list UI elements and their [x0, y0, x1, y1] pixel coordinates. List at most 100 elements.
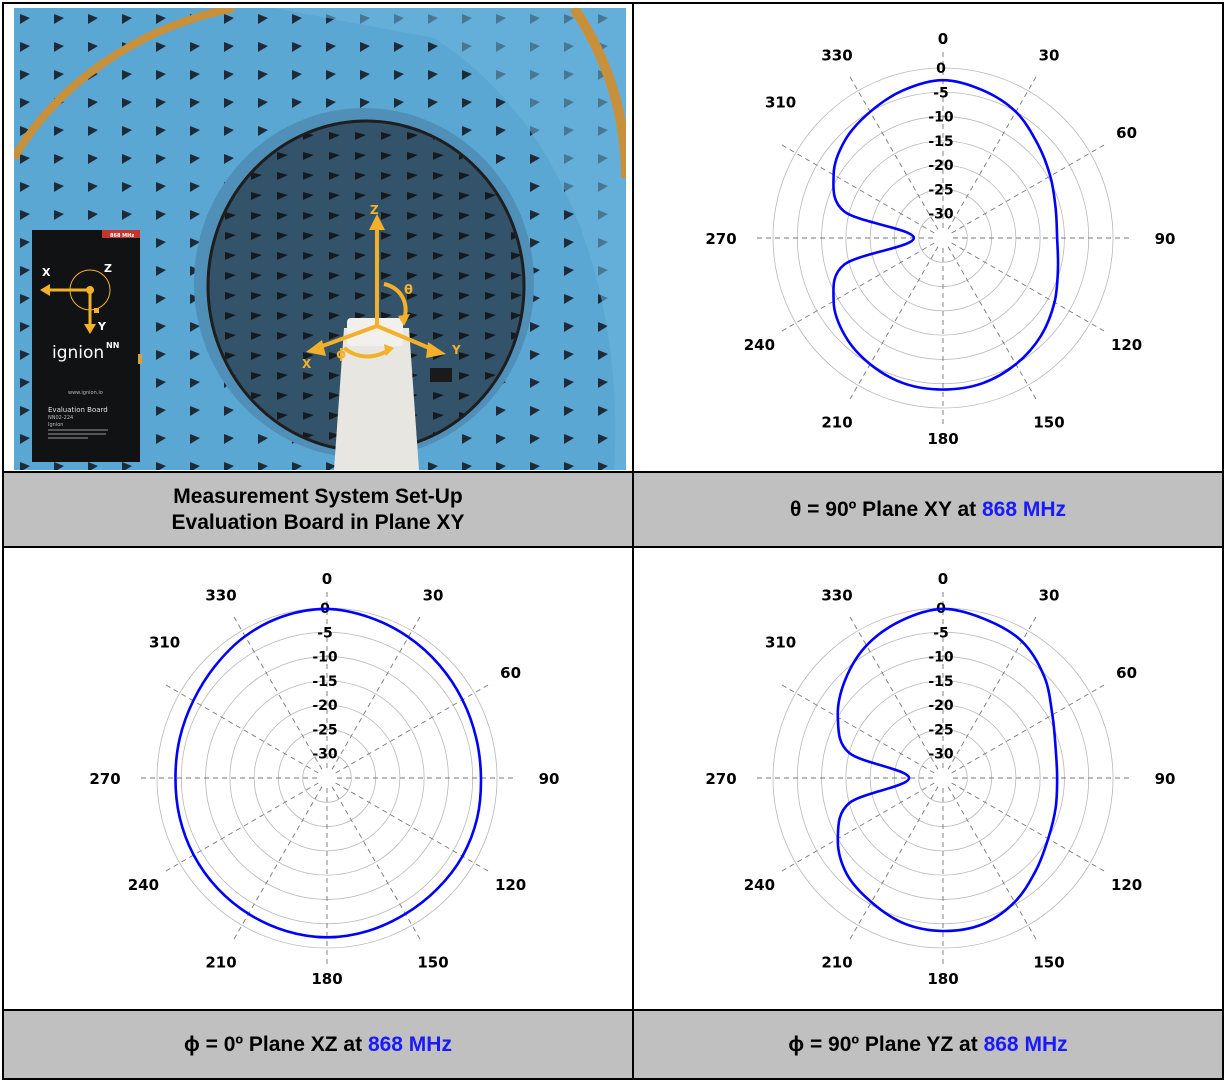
board-company: Ignion — [48, 422, 63, 428]
radial-tick-label: -10 — [312, 650, 338, 666]
polar-spoke — [163, 683, 319, 774]
radial-tick-label: -20 — [312, 698, 338, 714]
angle-tick-label: 180 — [927, 430, 958, 448]
angle-tick-label: 30 — [1039, 586, 1060, 604]
polar-ring — [894, 189, 992, 287]
measurement-setup-photo: Z Y X θ ϕ 868 MHz X Z Y ignion NN www.ig… — [14, 8, 626, 470]
polar-spoke — [951, 242, 1107, 333]
angle-tick-label: 330 — [205, 586, 236, 604]
angle-tick-label: 30 — [423, 586, 444, 604]
polar-ring — [869, 704, 1017, 852]
photo-z-axis-label: Z — [370, 203, 379, 217]
caption-setup: Measurement System Set-Up Evaluation Boa… — [4, 473, 632, 546]
caption-yz: ϕ = 90º Plane YZ at 868 MHz — [634, 1011, 1222, 1078]
board-website: www.ignion.io — [68, 390, 103, 396]
angle-tick-label: 240 — [128, 876, 159, 894]
polar-spoke — [779, 242, 935, 333]
angle-tick-label: 150 — [417, 954, 448, 972]
angle-tick-label: 180 — [927, 970, 958, 988]
radial-tick-label: -30 — [928, 747, 954, 763]
polar-spoke — [951, 143, 1107, 234]
polar-chart-xz: 03060901201501802102402703103300-5-10-15… — [89, 570, 560, 988]
radial-tick-label: -30 — [312, 747, 338, 763]
board-z-label: Z — [104, 262, 112, 275]
angle-tick-label: 210 — [205, 954, 236, 972]
radial-tick-label: -15 — [312, 674, 337, 690]
table-divider-row1 — [2, 471, 1224, 473]
radial-tick-label: -15 — [928, 674, 953, 690]
radiation-pattern-trace — [174, 607, 483, 939]
radial-tick-label: -5 — [933, 625, 949, 641]
angle-tick-label: 310 — [765, 634, 796, 652]
radial-tick-label: -25 — [928, 722, 953, 738]
polar-chart-xy: 0 30 60 90 120 150 180 210 240 270 310 330 0 -5 -10 -15… — [705, 30, 1176, 448]
radial-tick-label: 0 — [936, 61, 946, 77]
angle-tick-label: 90 — [1155, 770, 1176, 788]
angle-tick-label: 120 — [495, 876, 526, 894]
angle-tick-label: 270 — [705, 230, 736, 248]
angle-tick-label: 180 — [311, 970, 342, 988]
caption-xy-text: θ = 90º Plane XY at — [789, 497, 982, 521]
photo-phi-label: ϕ — [336, 347, 346, 362]
caption-setup-line1: Measurement System Set-Up — [173, 484, 463, 508]
photo-y-axis-label: Y — [451, 343, 461, 357]
polar-spoke — [947, 246, 1038, 402]
radial-tick-label: -5 — [933, 85, 949, 101]
polar-ring — [845, 140, 1041, 336]
angle-tick-label: 210 — [821, 414, 852, 432]
polar-ring — [253, 704, 401, 852]
radial-tick-label: -30 — [928, 207, 954, 223]
polar-spoke — [335, 782, 491, 873]
polar-ring — [229, 680, 425, 876]
angle-tick-label: 30 — [1039, 46, 1060, 64]
caption-xz-text: ϕ = 0º Plane XZ at — [184, 1032, 368, 1056]
angle-tick-label: 120 — [1111, 336, 1142, 354]
radial-tick-label: -25 — [312, 722, 337, 738]
angle-tick-label: 90 — [1155, 230, 1176, 248]
polar-spoke — [947, 74, 1038, 230]
board-brand-mark: NN — [106, 341, 119, 350]
anechoic-chamber-illustration: Z Y X θ ϕ 868 MHz X Z Y ignion NN www.ig… — [14, 8, 626, 470]
radial-tick-label: -5 — [317, 625, 333, 641]
angle-tick-label: 60 — [500, 664, 521, 682]
polar-spoke — [848, 74, 939, 230]
angle-tick-label: 0 — [938, 30, 948, 48]
board-title: Evaluation Board — [48, 406, 108, 414]
angle-tick-label: 150 — [1033, 414, 1064, 432]
radial-tick-label: -25 — [928, 182, 953, 198]
angle-tick-label: 240 — [744, 876, 775, 894]
evaluation-board: 868 MHz X Z Y ignion NN www.ignion.io Ev… — [32, 230, 142, 462]
caption-yz-text: ϕ = 90º Plane YZ at — [788, 1032, 984, 1056]
radial-tick-label: -15 — [928, 134, 953, 150]
polar-spoke — [848, 246, 939, 402]
polar-ring — [278, 729, 376, 827]
angle-tick-label: 210 — [821, 954, 852, 972]
caption-setup-line2: Evaluation Board in Plane XY — [171, 510, 465, 534]
polar-spoke — [335, 683, 491, 774]
board-y-label: Y — [97, 320, 107, 333]
radial-tick-label: -10 — [928, 110, 954, 126]
polar-spoke — [232, 786, 323, 942]
table-divider-vertical — [632, 2, 634, 1080]
polar-ring — [918, 213, 968, 263]
angle-tick-label: 90 — [539, 770, 560, 788]
polar-spoke — [947, 614, 1038, 770]
polar-ring — [845, 680, 1041, 876]
polar-spoke — [232, 614, 323, 770]
radial-tick-label: -20 — [928, 158, 954, 174]
angle-tick-label: 330 — [821, 586, 852, 604]
board-x-label: X — [42, 266, 51, 279]
polar-ring — [772, 67, 1114, 409]
angle-tick-label: 0 — [938, 570, 948, 588]
angle-tick-label: 240 — [744, 336, 775, 354]
caption-xy-frequency: 868 MHz — [981, 497, 1066, 521]
polar-chart-yz: 03060901201501802102402703103300-5-10-15… — [705, 570, 1176, 988]
angle-tick-label: 0 — [322, 570, 332, 588]
polar-ring — [869, 164, 1017, 312]
angle-tick-label: 310 — [149, 634, 180, 652]
radiation-pattern-trace — [836, 607, 1059, 933]
table-divider-row2 — [2, 546, 1224, 548]
polar-spoke — [779, 782, 935, 873]
polar-spoke — [779, 143, 935, 234]
photo-theta-label: θ — [404, 283, 413, 298]
